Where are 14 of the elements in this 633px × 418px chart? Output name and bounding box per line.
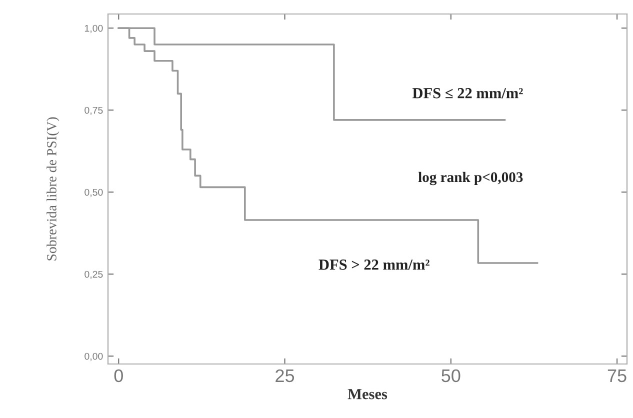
y-tick-label: 0,25 — [84, 270, 103, 279]
text: DFS > 22 mm/m² — [318, 260, 430, 270]
x-tick-label: 0 — [114, 369, 123, 382]
series-label: DFS ≤ 22 mm/m² — [412, 88, 523, 98]
annotation: log rank p<0,003 — [418, 172, 523, 186]
y-axis-title: Sobrevida libre de PSI(V) — [46, 117, 60, 260]
y-tick-label: 0,50 — [84, 188, 103, 197]
y-tick-label: 1,00 — [84, 24, 103, 33]
x-tick-label: 75 — [608, 370, 626, 382]
y-tick-label: 0,75 — [84, 106, 103, 115]
x-tick-label: 50 — [442, 369, 460, 382]
x-tick-label: 25 — [276, 369, 294, 382]
y-tick-label: 0,00 — [84, 352, 103, 361]
x-axis-title: Meses — [348, 389, 388, 400]
